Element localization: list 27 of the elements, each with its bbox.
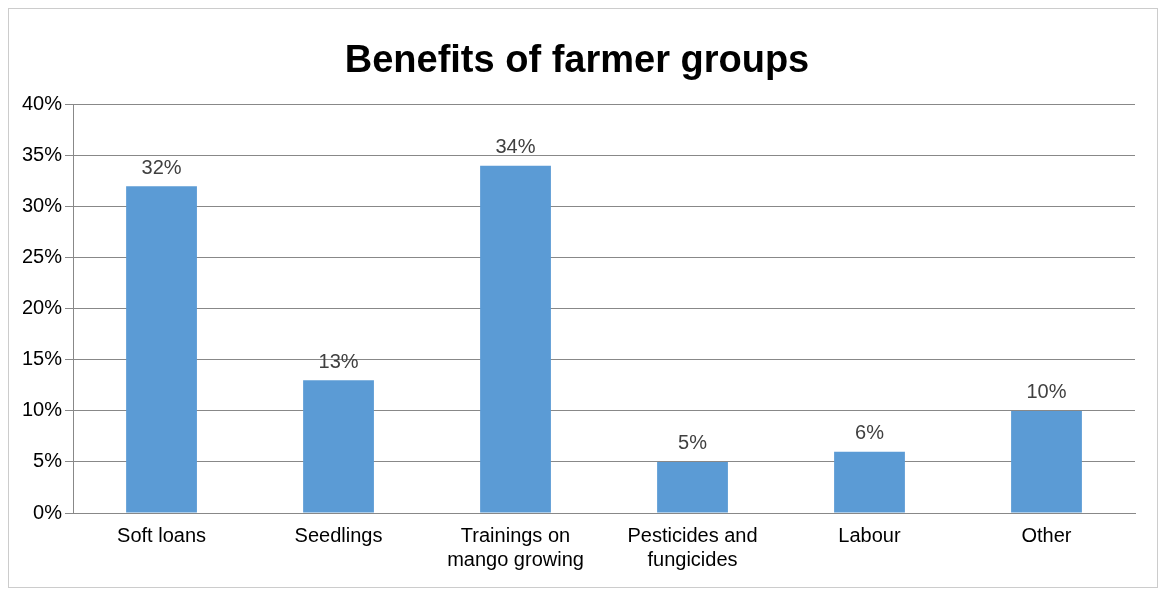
y-tick-label: 35% <box>22 143 63 166</box>
bar <box>126 186 197 513</box>
y-tick-label: 20% <box>22 296 63 319</box>
x-tick-label: Trainings on mango growing <box>447 523 584 570</box>
bar <box>303 380 374 513</box>
x-tick-label: Labour <box>838 523 901 546</box>
y-tick-label: 30% <box>22 194 63 217</box>
bar <box>657 461 728 513</box>
data-label: 6% <box>855 421 885 444</box>
y-tick-label: 40% <box>22 92 63 115</box>
x-tick-label: Pesticides and fungicides <box>627 523 758 570</box>
bar <box>1011 410 1082 513</box>
x-tick-label: Other <box>1021 523 1072 546</box>
data-label: 32% <box>141 155 182 178</box>
data-label: 5% <box>678 431 708 454</box>
chart-title: Benefits of farmer groups <box>344 38 810 81</box>
x-tick-label: Soft loans <box>117 523 206 546</box>
y-tick-label: 0% <box>33 500 63 523</box>
y-tick-label: 5% <box>33 449 63 472</box>
data-label: 10% <box>1026 380 1067 403</box>
bar <box>834 451 905 513</box>
bar <box>480 165 551 513</box>
y-tick-label: 25% <box>22 245 63 268</box>
x-tick-label: Seedlings <box>294 523 383 546</box>
y-tick-label: 15% <box>22 347 63 370</box>
y-tick-label: 10% <box>22 398 63 421</box>
data-label: 34% <box>495 135 536 158</box>
